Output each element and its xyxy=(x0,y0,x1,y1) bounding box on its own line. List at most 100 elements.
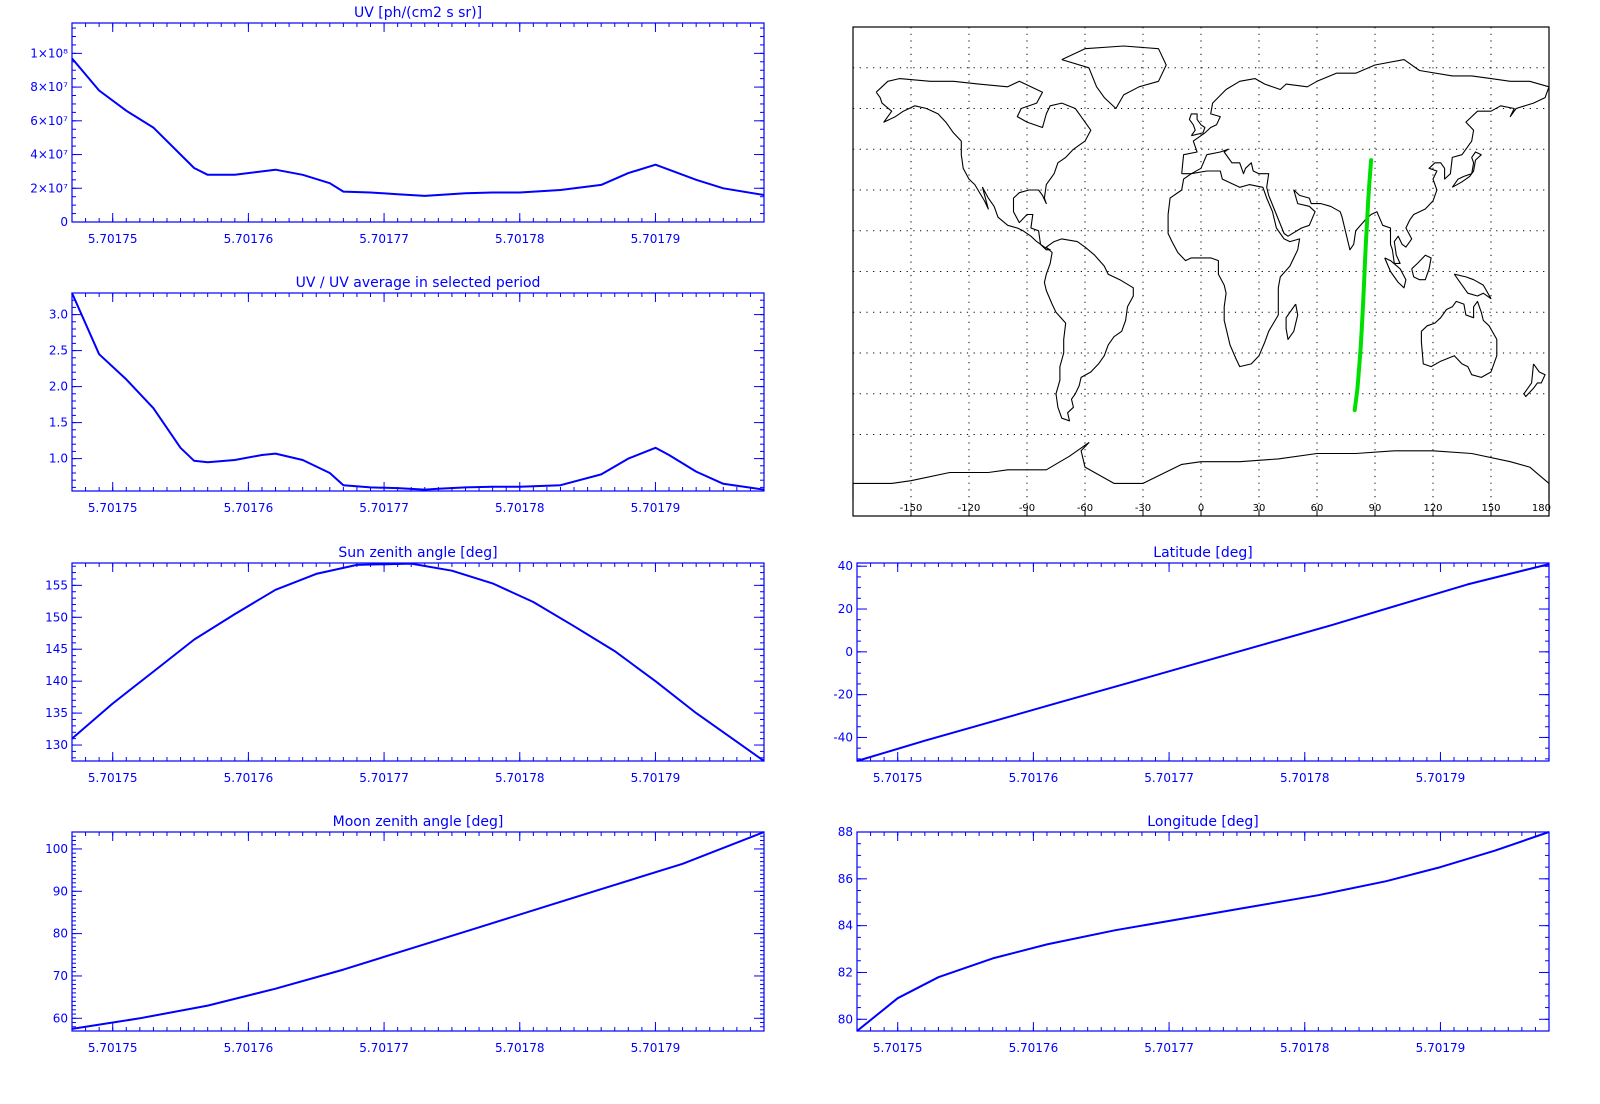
x-tick-label: 5.70178 xyxy=(495,1041,545,1055)
chart-moon-zenith: Moon zenith angle [deg] 5.70175 5.70176 5.7… xyxy=(45,814,765,1055)
coastline-greenland xyxy=(1061,45,1167,110)
plot-frame xyxy=(856,831,1550,1032)
coastline-south-america xyxy=(1043,238,1134,422)
coastline-madagascar xyxy=(1285,303,1299,340)
coastline-sumatra xyxy=(1384,257,1407,289)
y-tick-label: 86 xyxy=(838,872,853,886)
coastline-great-britain xyxy=(1188,113,1206,137)
satellite-ground-track xyxy=(1352,158,1374,413)
y-tick-label: 82 xyxy=(838,965,853,979)
chart-sun-zenith: Sun zenith angle [deg] 5.70175 5.70176 5.70… xyxy=(45,545,765,785)
y-tick-label: 70 xyxy=(53,969,68,983)
y-tick-label: 60 xyxy=(53,1011,68,1025)
y-tick-label: -40 xyxy=(833,730,853,744)
x-tick-label: 5.70179 xyxy=(1416,1041,1466,1055)
y-tick-label: 80 xyxy=(838,1012,853,1026)
coastline-japan xyxy=(1451,151,1482,188)
x-tick-label: 5.70178 xyxy=(1280,771,1330,785)
x-tick-label: 5.70175 xyxy=(88,232,138,246)
x-tick-label: 5.70177 xyxy=(359,501,409,515)
y-tick-label: 80 xyxy=(53,927,68,941)
y-tick-label: 0 xyxy=(60,215,68,229)
y-tick-label: 140 xyxy=(45,674,68,688)
chart-title: Sun zenith angle [deg] xyxy=(338,545,497,561)
coastline-antarctica xyxy=(852,442,1550,500)
y-tick-label: -20 xyxy=(833,688,853,702)
x-tick-label: 5.70177 xyxy=(359,232,409,246)
x-tick-label: 5.70176 xyxy=(224,232,274,246)
x-tick-label: 5.70175 xyxy=(873,771,923,785)
y-tick-label: 145 xyxy=(45,642,68,656)
coastline-new-guinea xyxy=(1453,273,1492,300)
map-x-tick-label: 90 xyxy=(1369,503,1382,514)
x-tick-label: 5.70178 xyxy=(495,771,545,785)
series-line xyxy=(71,292,765,491)
chart-title: Latitude [deg] xyxy=(1153,545,1252,561)
y-tick-label: 1.5 xyxy=(49,416,68,430)
coastline-north-america xyxy=(875,78,1092,251)
chart-uv-ratio: UV / UV average in selected period 5.7017… xyxy=(49,275,765,515)
x-tick-label: 5.70176 xyxy=(1009,771,1059,785)
y-tick-label: 3.0 xyxy=(49,308,68,322)
plot-frame xyxy=(856,562,1550,762)
plot-frame xyxy=(71,831,765,1032)
x-tick-label: 5.70177 xyxy=(359,771,409,785)
y-tick-label: 150 xyxy=(45,610,68,624)
x-tick-label: 5.70177 xyxy=(1144,1041,1194,1055)
plot-frame xyxy=(71,562,765,762)
y-tick-label: 100 xyxy=(45,842,68,856)
chart-title: Longitude [deg] xyxy=(1147,814,1258,830)
y-tick-label: 135 xyxy=(45,706,68,720)
x-tick-label: 5.70179 xyxy=(631,771,681,785)
y-tick-label: 130 xyxy=(45,738,68,752)
series-line xyxy=(856,563,1550,762)
y-tick-label: 1.0 xyxy=(49,452,68,466)
map-x-tick-label: -30 xyxy=(1135,503,1151,514)
x-tick-label: 5.70177 xyxy=(359,1041,409,1055)
coastline-africa xyxy=(1167,170,1301,368)
map-x-tick-label: 0 xyxy=(1198,503,1204,514)
y-tick-label: 155 xyxy=(45,578,68,592)
plot-frame xyxy=(71,22,765,223)
chart-longitude: Longitude [deg] 5.70175 5.70176 5.70177 5.70… xyxy=(838,814,1550,1055)
series-line xyxy=(71,562,765,762)
chart-title: UV [ph/(cm2 s sr)] xyxy=(354,5,482,21)
y-tick-label: 2.5 xyxy=(49,344,68,358)
map-x-tick-label: 120 xyxy=(1423,503,1442,514)
y-tick-label: 90 xyxy=(53,884,68,898)
x-tick-label: 5.70178 xyxy=(495,501,545,515)
y-tick-label: 88 xyxy=(838,825,853,839)
x-tick-label: 5.70179 xyxy=(631,501,681,515)
map-x-tick-label: -150 xyxy=(900,503,923,514)
x-tick-label: 5.70175 xyxy=(88,1041,138,1055)
y-tick-label: 84 xyxy=(838,919,853,933)
x-tick-label: 5.70178 xyxy=(1280,1041,1330,1055)
coastline-new-zealand xyxy=(1523,363,1546,398)
x-tick-label: 5.70176 xyxy=(224,1041,274,1055)
coastline-eurasia xyxy=(1181,59,1550,264)
y-tick-label: 1×10⁸ xyxy=(30,46,68,60)
coastline-australia xyxy=(1420,300,1498,378)
series-line xyxy=(71,57,765,197)
x-tick-label: 5.70175 xyxy=(873,1041,923,1055)
y-tick-label: 8×10⁷ xyxy=(30,80,68,94)
x-tick-label: 5.70176 xyxy=(224,501,274,515)
x-tick-label: 5.70176 xyxy=(1009,1041,1059,1055)
map-x-tick-label: 60 xyxy=(1311,503,1324,514)
series-line xyxy=(71,831,765,1030)
chart-title: UV / UV average in selected period xyxy=(296,275,541,291)
x-tick-label: 5.70176 xyxy=(224,771,274,785)
map-x-tick-label: -90 xyxy=(1019,503,1035,514)
x-tick-label: 5.70175 xyxy=(88,771,138,785)
map-x-tick-label: -120 xyxy=(958,503,981,514)
map-x-tick-label: -60 xyxy=(1077,503,1093,514)
coastline-borneo xyxy=(1411,254,1432,281)
y-tick-label: 6×10⁷ xyxy=(30,114,68,128)
x-tick-label: 5.70179 xyxy=(1416,771,1466,785)
x-tick-label: 5.70178 xyxy=(495,232,545,246)
x-tick-label: 5.70179 xyxy=(631,232,681,246)
map-x-tick-label: 30 xyxy=(1253,503,1266,514)
y-tick-label: 0 xyxy=(845,645,853,659)
